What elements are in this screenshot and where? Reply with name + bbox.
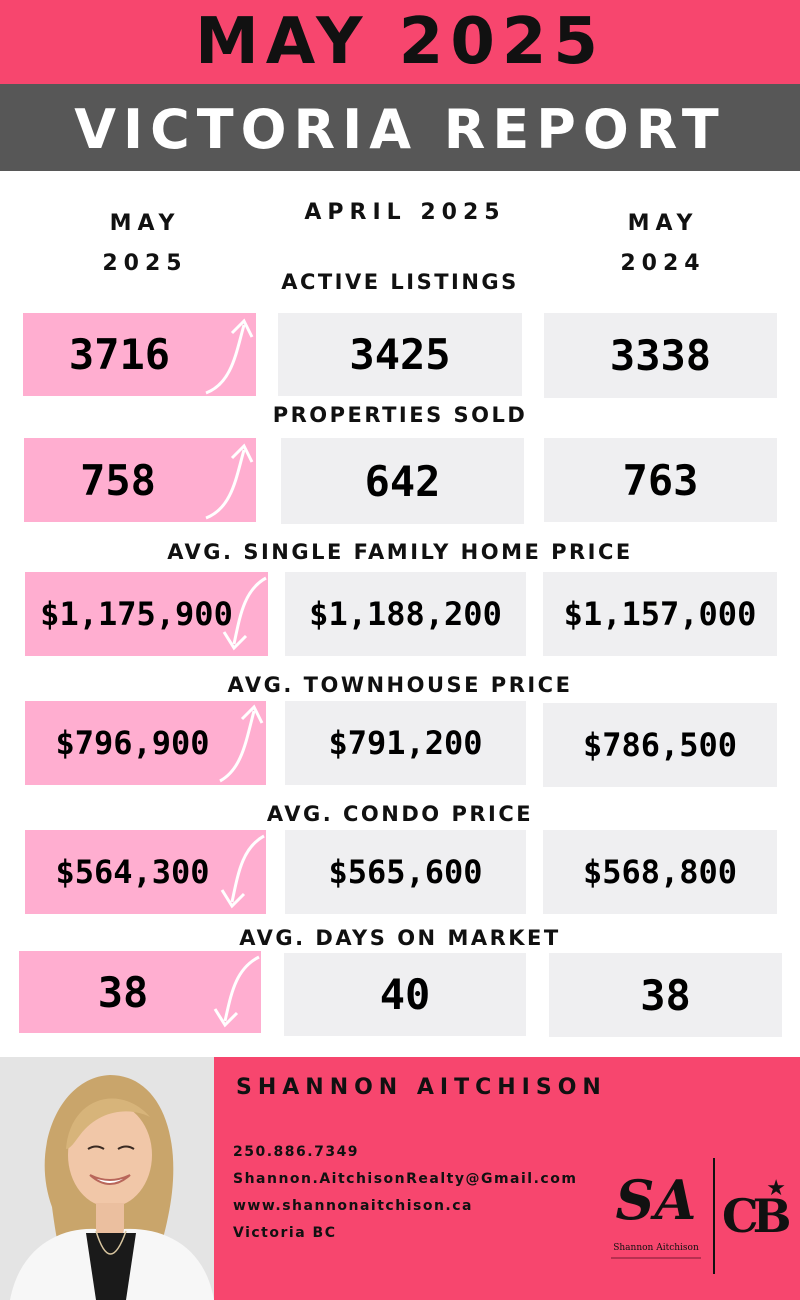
brokerage-logo: CB ★ bbox=[722, 1176, 792, 1252]
column-header-current: MAY 2025 bbox=[60, 204, 230, 284]
agent-logo: SA Shannon Aitchison bbox=[600, 1165, 712, 1277]
agent-logo-monogram: SA bbox=[615, 1168, 697, 1232]
metric-current-single-family-price: $1,175,900 bbox=[25, 572, 268, 656]
metric-current-condo-price: $564,300 bbox=[25, 830, 266, 914]
header-subtitle-band bbox=[0, 84, 800, 171]
metric-last-year-properties-sold: 763 bbox=[544, 438, 777, 522]
metric-label-single-family-price: AVG. SINGLE FAMILY HOME PRICE bbox=[167, 540, 633, 564]
metric-label-townhouse-price: AVG. TOWNHOUSE PRICE bbox=[227, 673, 573, 697]
metric-label-condo-price: AVG. CONDO PRICE bbox=[266, 802, 534, 826]
metric-current-properties-sold: 758 bbox=[24, 438, 256, 522]
metric-label-active-listings: ACTIVE LISTINGS bbox=[281, 270, 519, 294]
agent-email[interactable]: Shannon.AitchisonRealty@Gmail.com bbox=[233, 1171, 578, 1187]
arrow-down-icon bbox=[220, 834, 265, 909]
metric-value: 38 bbox=[97, 967, 149, 1017]
star-icon: ★ bbox=[766, 1176, 786, 1201]
metric-value: 3716 bbox=[68, 330, 171, 379]
arrow-up-icon bbox=[205, 318, 254, 395]
report-subtitle: VICTORIA REPORT bbox=[74, 98, 726, 161]
metric-last-year-days-on-market: 38 bbox=[549, 953, 782, 1037]
metric-current-days-on-market: 38 bbox=[19, 951, 261, 1033]
column-header-current-year: 2025 bbox=[102, 251, 188, 276]
metric-value: 758 bbox=[80, 455, 156, 505]
arrow-up-icon bbox=[219, 704, 264, 783]
metric-previous-single-family-price: $1,188,200 bbox=[285, 572, 526, 656]
metric-current-townhouse-price: $796,900 bbox=[25, 701, 266, 785]
column-header-last-year-month: MAY bbox=[627, 211, 699, 236]
agent-location: Victoria BC bbox=[233, 1225, 337, 1241]
metric-last-year-condo-price: $568,800 bbox=[543, 830, 777, 914]
metric-previous-condo-price: $565,600 bbox=[285, 830, 526, 914]
column-header-last-year-year: 2024 bbox=[620, 251, 706, 276]
agent-photo bbox=[0, 1057, 214, 1300]
column-header-current-month: MAY bbox=[109, 211, 181, 236]
report-title: MAY 2025 bbox=[195, 5, 605, 79]
metric-last-year-active-listings: 3338 bbox=[544, 313, 777, 398]
metric-value: $796,900 bbox=[55, 724, 210, 762]
metric-previous-townhouse-price: $791,200 bbox=[285, 701, 526, 785]
metric-previous-active-listings: 3425 bbox=[278, 313, 522, 396]
metric-current-active-listings: 3716 bbox=[23, 313, 256, 396]
metric-previous-days-on-market: 40 bbox=[284, 953, 526, 1036]
column-header-last-year: MAY 2024 bbox=[578, 204, 748, 284]
metric-last-year-townhouse-price: $786,500 bbox=[543, 703, 777, 787]
agent-portrait-image bbox=[0, 1057, 214, 1300]
metric-label-days-on-market: AVG. DAYS ON MARKET bbox=[239, 926, 561, 950]
arrow-down-icon bbox=[213, 955, 260, 1028]
brokerage-logo-text: CB bbox=[722, 1189, 792, 1243]
agent-logo-name: Shannon Aitchison bbox=[613, 1243, 699, 1253]
agent-info-panel bbox=[214, 1057, 800, 1300]
metric-value: $564,300 bbox=[55, 853, 210, 891]
agent-website[interactable]: www.shannonaitchison.ca bbox=[233, 1198, 473, 1214]
metric-last-year-single-family-price: $1,157,000 bbox=[543, 572, 777, 656]
column-header-previous: APRIL 2025 bbox=[304, 200, 506, 225]
arrow-up-icon bbox=[205, 443, 254, 520]
header-title-band bbox=[0, 0, 800, 84]
arrow-down-icon bbox=[222, 576, 267, 651]
agent-name: SHANNON AITCHISON bbox=[236, 1075, 607, 1100]
logo-divider bbox=[713, 1158, 715, 1274]
metric-label-properties-sold: PROPERTIES SOLD bbox=[272, 403, 528, 427]
agent-phone[interactable]: 250.886.7349 bbox=[233, 1144, 360, 1160]
metric-previous-properties-sold: 642 bbox=[281, 438, 524, 524]
agent-logo-tagline-line bbox=[611, 1257, 701, 1259]
metric-value: $1,175,900 bbox=[40, 595, 233, 633]
